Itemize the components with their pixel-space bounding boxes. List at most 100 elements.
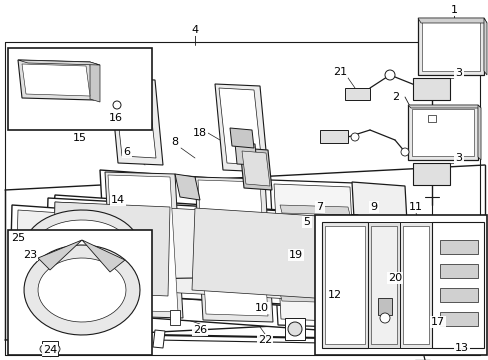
Polygon shape xyxy=(90,62,100,102)
Text: 26: 26 xyxy=(193,325,206,335)
Polygon shape xyxy=(345,88,369,100)
Polygon shape xyxy=(22,64,90,96)
Polygon shape xyxy=(417,18,483,75)
Text: 5: 5 xyxy=(303,217,310,227)
Polygon shape xyxy=(34,220,130,276)
Text: 13: 13 xyxy=(454,343,468,353)
Polygon shape xyxy=(321,222,367,348)
Circle shape xyxy=(52,345,60,353)
Polygon shape xyxy=(53,202,170,296)
Polygon shape xyxy=(280,227,349,237)
Polygon shape xyxy=(402,226,428,344)
Polygon shape xyxy=(477,105,480,160)
Polygon shape xyxy=(242,151,269,186)
Polygon shape xyxy=(24,245,140,335)
Text: 17: 17 xyxy=(430,317,444,327)
Polygon shape xyxy=(389,270,403,285)
Polygon shape xyxy=(439,312,477,326)
Polygon shape xyxy=(108,175,178,312)
Polygon shape xyxy=(431,222,483,348)
Polygon shape xyxy=(417,18,486,23)
Text: 9: 9 xyxy=(370,202,377,212)
Polygon shape xyxy=(407,105,477,160)
Polygon shape xyxy=(10,205,155,295)
Polygon shape xyxy=(8,230,152,355)
Polygon shape xyxy=(280,271,349,281)
Text: 18: 18 xyxy=(193,128,206,138)
Text: 4: 4 xyxy=(191,25,198,35)
Polygon shape xyxy=(198,180,267,316)
Polygon shape xyxy=(8,48,152,130)
Polygon shape xyxy=(16,210,148,288)
Polygon shape xyxy=(319,130,347,143)
Polygon shape xyxy=(82,240,125,272)
Polygon shape xyxy=(114,82,156,158)
Polygon shape xyxy=(240,148,271,190)
Polygon shape xyxy=(285,318,305,340)
Polygon shape xyxy=(407,105,480,108)
Circle shape xyxy=(113,101,121,109)
Polygon shape xyxy=(370,226,396,344)
Polygon shape xyxy=(399,222,431,348)
Polygon shape xyxy=(314,215,486,355)
Polygon shape xyxy=(45,198,357,308)
Polygon shape xyxy=(38,258,126,322)
Text: 7: 7 xyxy=(316,202,323,212)
Polygon shape xyxy=(219,88,262,165)
Text: 8: 8 xyxy=(171,137,178,147)
Polygon shape xyxy=(235,143,257,165)
Polygon shape xyxy=(411,109,473,156)
Polygon shape xyxy=(421,22,479,71)
Polygon shape xyxy=(50,195,359,310)
Polygon shape xyxy=(412,78,449,100)
Text: 2: 2 xyxy=(392,92,399,102)
Polygon shape xyxy=(377,298,391,315)
Polygon shape xyxy=(427,115,435,122)
Circle shape xyxy=(379,313,389,323)
Polygon shape xyxy=(351,182,412,331)
Polygon shape xyxy=(195,177,272,322)
Polygon shape xyxy=(153,330,164,348)
Polygon shape xyxy=(38,240,82,270)
Text: 21: 21 xyxy=(332,67,346,77)
Polygon shape xyxy=(280,205,349,215)
Circle shape xyxy=(350,133,358,141)
Polygon shape xyxy=(439,264,477,278)
Text: 22: 22 xyxy=(257,335,271,345)
Polygon shape xyxy=(24,210,140,286)
Circle shape xyxy=(40,345,48,353)
Polygon shape xyxy=(100,170,317,330)
Text: 10: 10 xyxy=(254,303,268,313)
Polygon shape xyxy=(170,310,180,325)
Polygon shape xyxy=(229,128,253,148)
Polygon shape xyxy=(18,60,100,65)
Polygon shape xyxy=(412,163,449,185)
Polygon shape xyxy=(215,84,267,172)
Text: 1: 1 xyxy=(449,5,457,15)
Polygon shape xyxy=(280,293,349,303)
Polygon shape xyxy=(110,78,163,165)
Polygon shape xyxy=(439,240,477,254)
Polygon shape xyxy=(192,208,347,300)
Polygon shape xyxy=(42,341,58,356)
Polygon shape xyxy=(52,202,349,302)
Text: 19: 19 xyxy=(288,250,303,260)
Text: 3: 3 xyxy=(454,68,462,78)
Text: 15: 15 xyxy=(73,133,87,143)
Text: 24: 24 xyxy=(43,345,57,355)
Text: 12: 12 xyxy=(327,290,342,300)
Circle shape xyxy=(287,322,302,336)
Text: 23: 23 xyxy=(23,250,37,260)
Polygon shape xyxy=(483,18,486,75)
Polygon shape xyxy=(280,249,349,259)
Polygon shape xyxy=(175,174,200,200)
Circle shape xyxy=(384,70,394,80)
Text: 14: 14 xyxy=(111,195,125,205)
Text: 16: 16 xyxy=(109,113,123,123)
Polygon shape xyxy=(325,226,364,344)
Polygon shape xyxy=(439,288,477,302)
Circle shape xyxy=(400,148,408,156)
Text: 25: 25 xyxy=(11,233,25,243)
Text: 11: 11 xyxy=(408,202,422,212)
Text: 3: 3 xyxy=(454,153,462,163)
